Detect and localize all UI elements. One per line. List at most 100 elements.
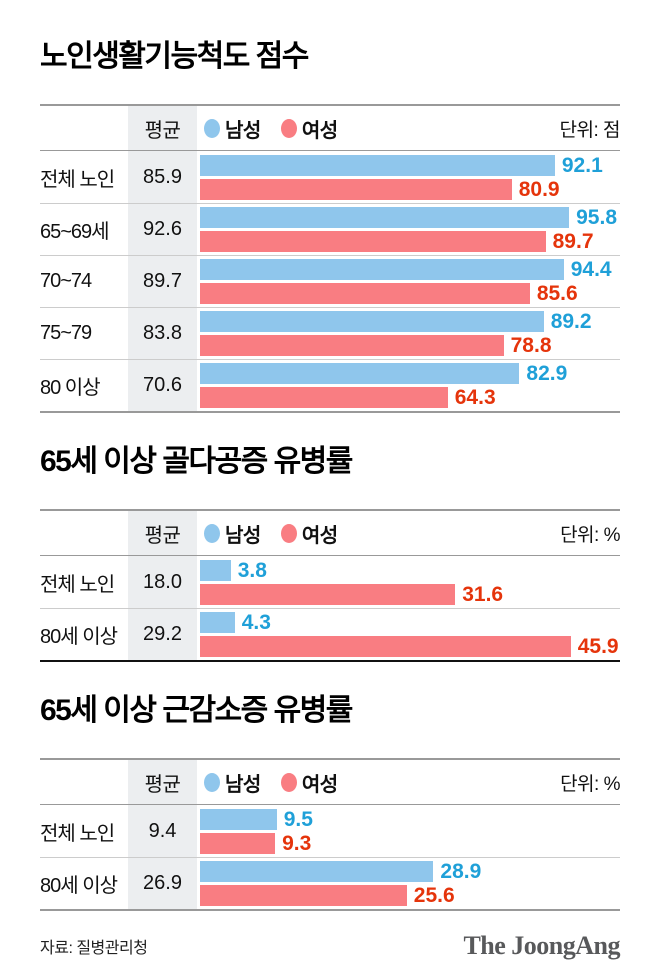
female-bar-line: 25.6	[200, 885, 620, 906]
male-bar	[200, 311, 544, 332]
table-header: 평균 남성 여성 단위: %	[40, 760, 620, 805]
male-bar	[200, 154, 555, 176]
female-bar-value: 9.3	[282, 831, 312, 855]
row-avg-value: 9.4	[128, 805, 197, 857]
row-label: 전체 노인	[40, 168, 115, 191]
female-dot-icon	[280, 772, 297, 792]
brand-logo: The JoongAng	[463, 931, 620, 960]
row-label: 80 이상	[40, 377, 101, 399]
row-label: 전체 노인	[40, 573, 115, 596]
table-row: 65~69세 92.6 95.8 89.7	[40, 203, 620, 255]
male-bar	[200, 207, 570, 228]
row-label: 80세 이상	[40, 626, 118, 648]
header-right: 남성 여성 단위: 점	[197, 106, 620, 150]
male-bar-line: 94.4	[200, 259, 620, 280]
male-dot-icon	[204, 772, 220, 792]
table-row: 전체 노인 18.0 3.8 31.6	[40, 556, 620, 608]
table-row: 80 이상 70.6 82.9 64.3	[40, 359, 620, 411]
table-header: 평균 남성 여성 단위: %	[40, 511, 620, 556]
row-label: 70~74	[40, 270, 92, 292]
female-bar	[200, 636, 571, 657]
legend-label-male: 남성	[225, 524, 261, 547]
male-bar-line: 3.8	[200, 559, 620, 581]
row-label: 65~69세	[40, 221, 110, 243]
bars-group: 95.8 89.7	[197, 204, 620, 255]
chart-title: 65세 이상 근감소증 유병률	[40, 694, 353, 727]
source-label: 자료: 질병관리청	[40, 940, 148, 957]
bars-group: 4.3 45.9	[197, 609, 620, 660]
female-bar-value: 45.9	[577, 635, 619, 658]
row-avg-value: 70.6	[128, 360, 197, 411]
female-bar	[200, 178, 512, 200]
row-avg-value: 18.0	[128, 556, 197, 608]
legend-label-female: 여성	[301, 773, 338, 796]
male-bar-value: 94.4	[570, 258, 612, 281]
bars-group: 9.5 9.3	[197, 805, 620, 857]
female-bar	[200, 335, 504, 356]
female-bar	[200, 885, 407, 906]
female-bar	[200, 832, 276, 854]
row-avg-value: 85.9	[128, 151, 197, 203]
header-right: 남성 여성 단위: %	[197, 511, 620, 555]
female-bar-value: 85.6	[536, 282, 578, 305]
header-spacer	[40, 511, 128, 555]
female-dot-icon	[280, 118, 297, 138]
bars-group: 89.2 78.8	[197, 308, 620, 359]
female-bar-value: 31.6	[462, 582, 504, 606]
bars-group: 82.9 64.3	[197, 360, 620, 411]
female-bar-line: 80.9	[200, 178, 620, 200]
legend-label-male: 남성	[225, 119, 261, 142]
female-bar-value: 64.3	[454, 386, 496, 409]
header-spacer	[40, 760, 128, 804]
row-avg-value: 29.2	[128, 609, 197, 660]
female-bar-line: 31.6	[200, 582, 620, 606]
legend-label-female: 여성	[301, 524, 338, 547]
female-bar-line: 45.9	[200, 636, 620, 657]
header-spacer	[40, 106, 128, 150]
male-bar	[200, 259, 564, 280]
legend-item-male: 남성	[204, 519, 261, 548]
female-bar	[200, 583, 456, 605]
chart-section: 노인생활기능척도 점수 평균 남성 여성 단위: 점	[40, 40, 620, 413]
chart-table: 평균 남성 여성 단위: % 전체 노인 18.0	[40, 509, 620, 662]
male-bar	[200, 861, 434, 882]
legend-label-female: 여성	[301, 119, 338, 142]
chart-table: 평균 남성 여성 단위: 점 전체 노인 85.9	[40, 104, 620, 413]
table-row: 75~79 83.8 89.2 78.8	[40, 307, 620, 359]
chart-section: 65세 이상 골다공증 유병률 평균 남성 여성 단위: %	[40, 445, 620, 662]
female-bar-line: 85.6	[200, 283, 620, 304]
female-bar-value: 25.6	[413, 884, 455, 907]
chart-table: 평균 남성 여성 단위: % 전체 노인 9.4	[40, 758, 620, 911]
bars-group: 94.4 85.6	[197, 256, 620, 307]
male-bar-value: 89.2	[550, 310, 592, 333]
female-bar-line: 89.7	[200, 231, 620, 252]
male-bar	[200, 559, 231, 581]
male-bar-value: 28.9	[440, 860, 482, 883]
avg-column-header: 평균	[128, 511, 197, 555]
female-bar-line: 64.3	[200, 387, 620, 408]
row-avg-value: 83.8	[128, 308, 197, 359]
male-dot-icon	[204, 118, 220, 138]
chart-section: 65세 이상 근감소증 유병률 평균 남성 여성 단위: %	[40, 694, 620, 911]
female-bar-value: 89.7	[552, 230, 594, 253]
male-bar	[200, 363, 520, 384]
row-label: 80세 이상	[40, 875, 118, 897]
male-bar-line: 4.3	[200, 612, 620, 633]
table-header: 평균 남성 여성 단위: 점	[40, 106, 620, 151]
male-bar-line: 9.5	[200, 808, 620, 830]
male-bar-value: 95.8	[576, 206, 617, 229]
legend-label-male: 남성	[225, 773, 261, 796]
legend-item-female: 여성	[280, 114, 338, 143]
female-bar	[200, 283, 530, 304]
row-label: 75~79	[40, 322, 92, 344]
bars-group: 3.8 31.6	[197, 556, 620, 608]
male-bar	[200, 808, 277, 830]
chart-title: 노인생활기능척도 점수	[40, 40, 309, 73]
female-bar	[200, 231, 546, 252]
female-bar-value: 78.8	[510, 334, 552, 357]
table-row: 80세 이상 29.2 4.3 45.9	[40, 608, 620, 660]
unit-label: 단위: %	[560, 773, 620, 795]
unit-label: 단위: %	[560, 524, 620, 546]
header-right: 남성 여성 단위: %	[197, 760, 620, 804]
